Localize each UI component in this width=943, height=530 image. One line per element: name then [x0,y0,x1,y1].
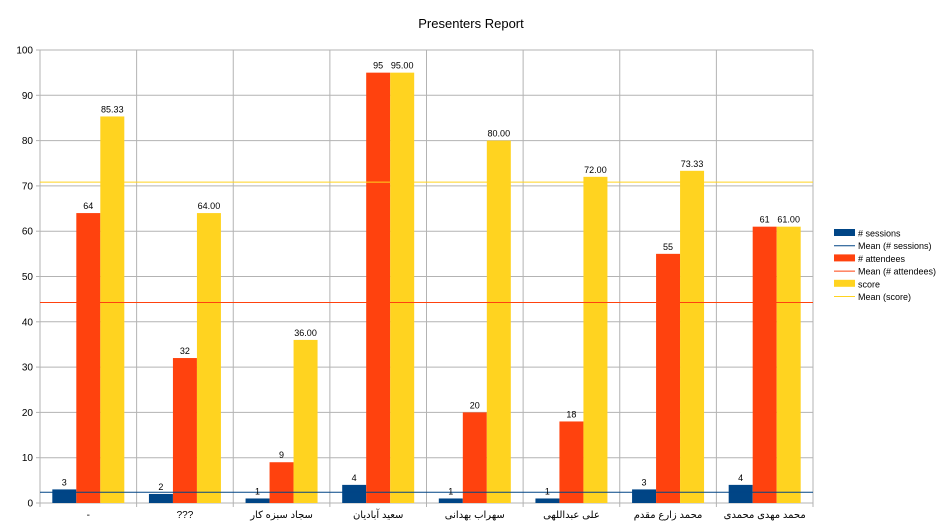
y-tick-label: 0 [27,499,33,510]
bar [196,213,221,503]
category-label: محمد زارع مقدم [634,510,703,521]
data-labels: 3 2 141 13 464329952018556185.3364.0036.0095… [62,61,800,497]
category-label: محمد مهدی محمدی [724,510,806,521]
y-tick-label: 90 [22,91,34,102]
bar [680,170,705,503]
mean-lines [40,181,813,493]
bar [269,462,294,503]
data-label: 61.00 [777,215,800,225]
bar [776,226,801,504]
bar [728,484,753,503]
data-label: 72.00 [584,165,607,175]
bar [583,176,608,503]
bar [245,498,270,503]
legend-swatch [834,229,855,236]
y-tick-label: 10 [22,453,34,464]
bar [52,489,77,503]
bar [342,484,367,503]
grid [39,49,814,504]
bars [52,72,801,504]
y-tick-label: 50 [22,272,34,283]
legend-label: Mean (# sessions) [858,241,932,251]
data-label: 4 [352,473,357,483]
data-label: 55 [663,242,673,252]
legend-swatch [834,279,855,287]
legend-label: Mean (score) [858,292,911,302]
category-label: سعید آبادیان [353,508,403,521]
bar [293,339,318,503]
category-label: علی عبداللهی [543,510,600,521]
axes: 0 10 20 30 40 50 60 70 80 90 100 -??? سجاد سبزه کار س… [16,46,814,521]
bar [462,412,487,503]
bar [100,116,125,503]
y-tick-label: 20 [22,408,34,419]
data-label: 3 [642,477,647,487]
data-label: 95.00 [391,61,414,71]
data-label: 36.00 [294,328,317,338]
data-label: 73.33 [681,159,704,169]
legend: # sessions Mean (# sessions) # attendees Me… [834,229,936,302]
bar [486,140,511,503]
y-tick-label: 80 [22,136,34,147]
legend-label: # sessions [858,229,901,239]
data-label: 1 [448,486,453,496]
y-tick-label: 40 [22,317,34,328]
data-label: 20 [470,400,480,410]
data-label: 3 [62,477,67,487]
data-label: 85.33 [101,104,124,114]
category-label: سهراب بهدانی [445,510,505,521]
bar [656,253,681,503]
data-label: 9 [279,450,284,460]
y-tick-label: 30 [22,363,34,374]
chart-title: Presenters Report [418,16,524,31]
legend-label: # attendees [858,254,906,264]
category-label: - [87,510,90,521]
data-label: 1 [545,486,550,496]
bar [148,493,173,503]
data-label: 61 [760,215,770,225]
data-label: 1 [255,486,260,496]
bar [390,72,415,504]
data-label: 4 [738,473,743,483]
data-label: 80.00 [488,129,511,139]
data-label: 95 [373,61,383,71]
bar [559,421,584,503]
bar [366,72,391,504]
legend-swatch [834,254,855,262]
data-label: 32 [180,346,190,356]
y-tick-label: 60 [22,227,34,238]
bar [752,226,777,504]
data-label: 18 [566,409,576,419]
legend-label: score [858,279,880,289]
bar [172,358,197,503]
category-label: ??? [177,510,194,521]
y-tick-label: 70 [22,181,34,192]
bar [632,489,657,503]
bar [76,213,101,503]
y-tick-label: 100 [16,46,33,57]
category-label: سجاد سبزه کار [249,510,313,521]
bar [438,498,463,503]
data-label: 2 [158,482,163,492]
data-label: 64.00 [198,201,221,211]
legend-label: Mean (# attendees) [858,267,936,277]
bar [535,498,560,503]
data-label: 64 [83,201,93,211]
